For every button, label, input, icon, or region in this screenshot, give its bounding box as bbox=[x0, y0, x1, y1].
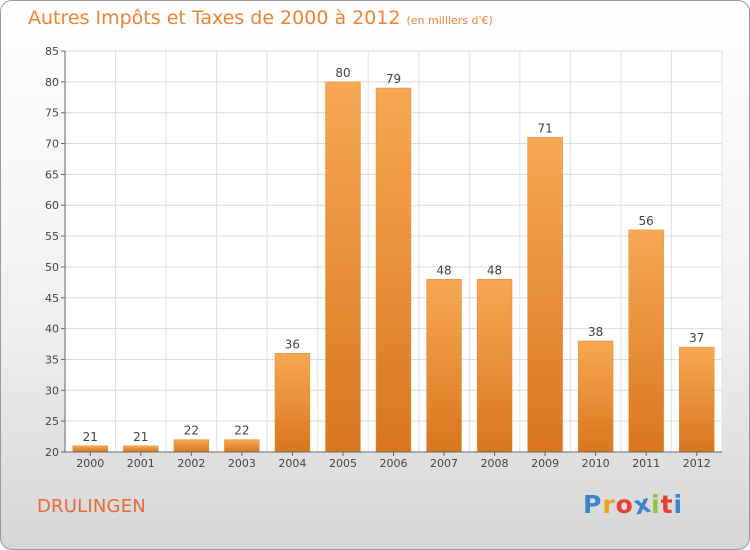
x-tick-label: 2001 bbox=[127, 457, 155, 470]
y-tick-label: 20 bbox=[45, 446, 59, 459]
y-tick-label: 25 bbox=[45, 415, 59, 428]
proxiti-logo: Proxiti bbox=[583, 489, 684, 521]
y-tick-label: 35 bbox=[45, 353, 59, 366]
logo-letter: i bbox=[673, 490, 684, 519]
x-tick-label: 2011 bbox=[632, 457, 660, 470]
logo-letter: P bbox=[583, 490, 603, 519]
y-tick-label: 75 bbox=[45, 107, 59, 120]
data-label: 79 bbox=[386, 72, 401, 86]
bar bbox=[72, 445, 108, 453]
town-name: DRULINGEN bbox=[37, 496, 146, 517]
bar bbox=[679, 346, 715, 453]
y-tick-label: 55 bbox=[45, 230, 59, 243]
x-tick-label: 2006 bbox=[380, 457, 408, 470]
y-tick-label: 60 bbox=[45, 199, 59, 212]
data-label: 21 bbox=[83, 430, 98, 444]
y-tick-label: 70 bbox=[45, 138, 59, 151]
data-label: 56 bbox=[639, 214, 654, 228]
y-tick-label: 80 bbox=[45, 76, 59, 89]
x-tick-label: 2005 bbox=[329, 457, 357, 470]
y-tick-label: 30 bbox=[45, 384, 59, 397]
bar bbox=[123, 445, 159, 453]
bar bbox=[274, 353, 311, 453]
bar bbox=[476, 279, 513, 453]
x-tick-label: 2003 bbox=[228, 457, 256, 470]
x-axis: 2000 2001 2002 2003 2004 2005 2006 2007 2008 2009… bbox=[65, 451, 722, 470]
x-tick-label: 2004 bbox=[278, 457, 306, 470]
unit-text: (en milliers d'€) bbox=[406, 14, 493, 27]
x-tick-label: 2002 bbox=[177, 457, 205, 470]
x-tick-label: 2008 bbox=[481, 457, 509, 470]
bar bbox=[527, 137, 563, 453]
title-text: Autres Impôts et Taxes de 2000 à 2012 bbox=[28, 7, 401, 29]
x-tick-label: 2012 bbox=[683, 457, 711, 470]
y-tick-label: 85 bbox=[45, 45, 59, 58]
data-label: 48 bbox=[487, 263, 502, 277]
data-label: 48 bbox=[436, 263, 451, 277]
chart-title: Autres Impôts et Taxes de 2000 à 2012 (en… bbox=[28, 7, 493, 29]
y-tick-label: 40 bbox=[45, 323, 59, 336]
data-label: 22 bbox=[234, 424, 249, 438]
logo-letter: t bbox=[660, 490, 674, 519]
logo-letter: i bbox=[651, 490, 661, 519]
y-tick-label: 65 bbox=[45, 168, 59, 181]
x-tick-label: 2000 bbox=[76, 457, 104, 470]
data-label: 37 bbox=[689, 331, 704, 345]
bars: 21 21 22 22 36 80 79 48 48 71 38 56 37 bbox=[72, 66, 715, 453]
data-label: 36 bbox=[285, 337, 300, 351]
bar bbox=[325, 81, 361, 453]
bar bbox=[224, 439, 260, 453]
bar bbox=[577, 340, 614, 453]
x-tick-label: 2010 bbox=[582, 457, 610, 470]
bar bbox=[173, 439, 210, 453]
bar bbox=[628, 229, 664, 453]
data-label: 71 bbox=[537, 121, 552, 135]
y-tick-label: 50 bbox=[45, 261, 59, 274]
y-tick-label: 45 bbox=[45, 292, 59, 305]
data-label: 80 bbox=[335, 66, 350, 80]
y-axis: 20 25 30 35 40 45 50 55 60 65 70 75 80 85 bbox=[45, 45, 66, 459]
logo-letter: o bbox=[615, 490, 634, 519]
logo-letter: r bbox=[602, 490, 616, 519]
data-label: 21 bbox=[133, 430, 148, 444]
x-tick-label: 2009 bbox=[531, 457, 559, 470]
data-label: 22 bbox=[184, 424, 199, 438]
x-tick-label: 2007 bbox=[430, 457, 458, 470]
bar bbox=[375, 87, 412, 453]
bar bbox=[426, 279, 462, 453]
data-label: 38 bbox=[588, 325, 603, 339]
